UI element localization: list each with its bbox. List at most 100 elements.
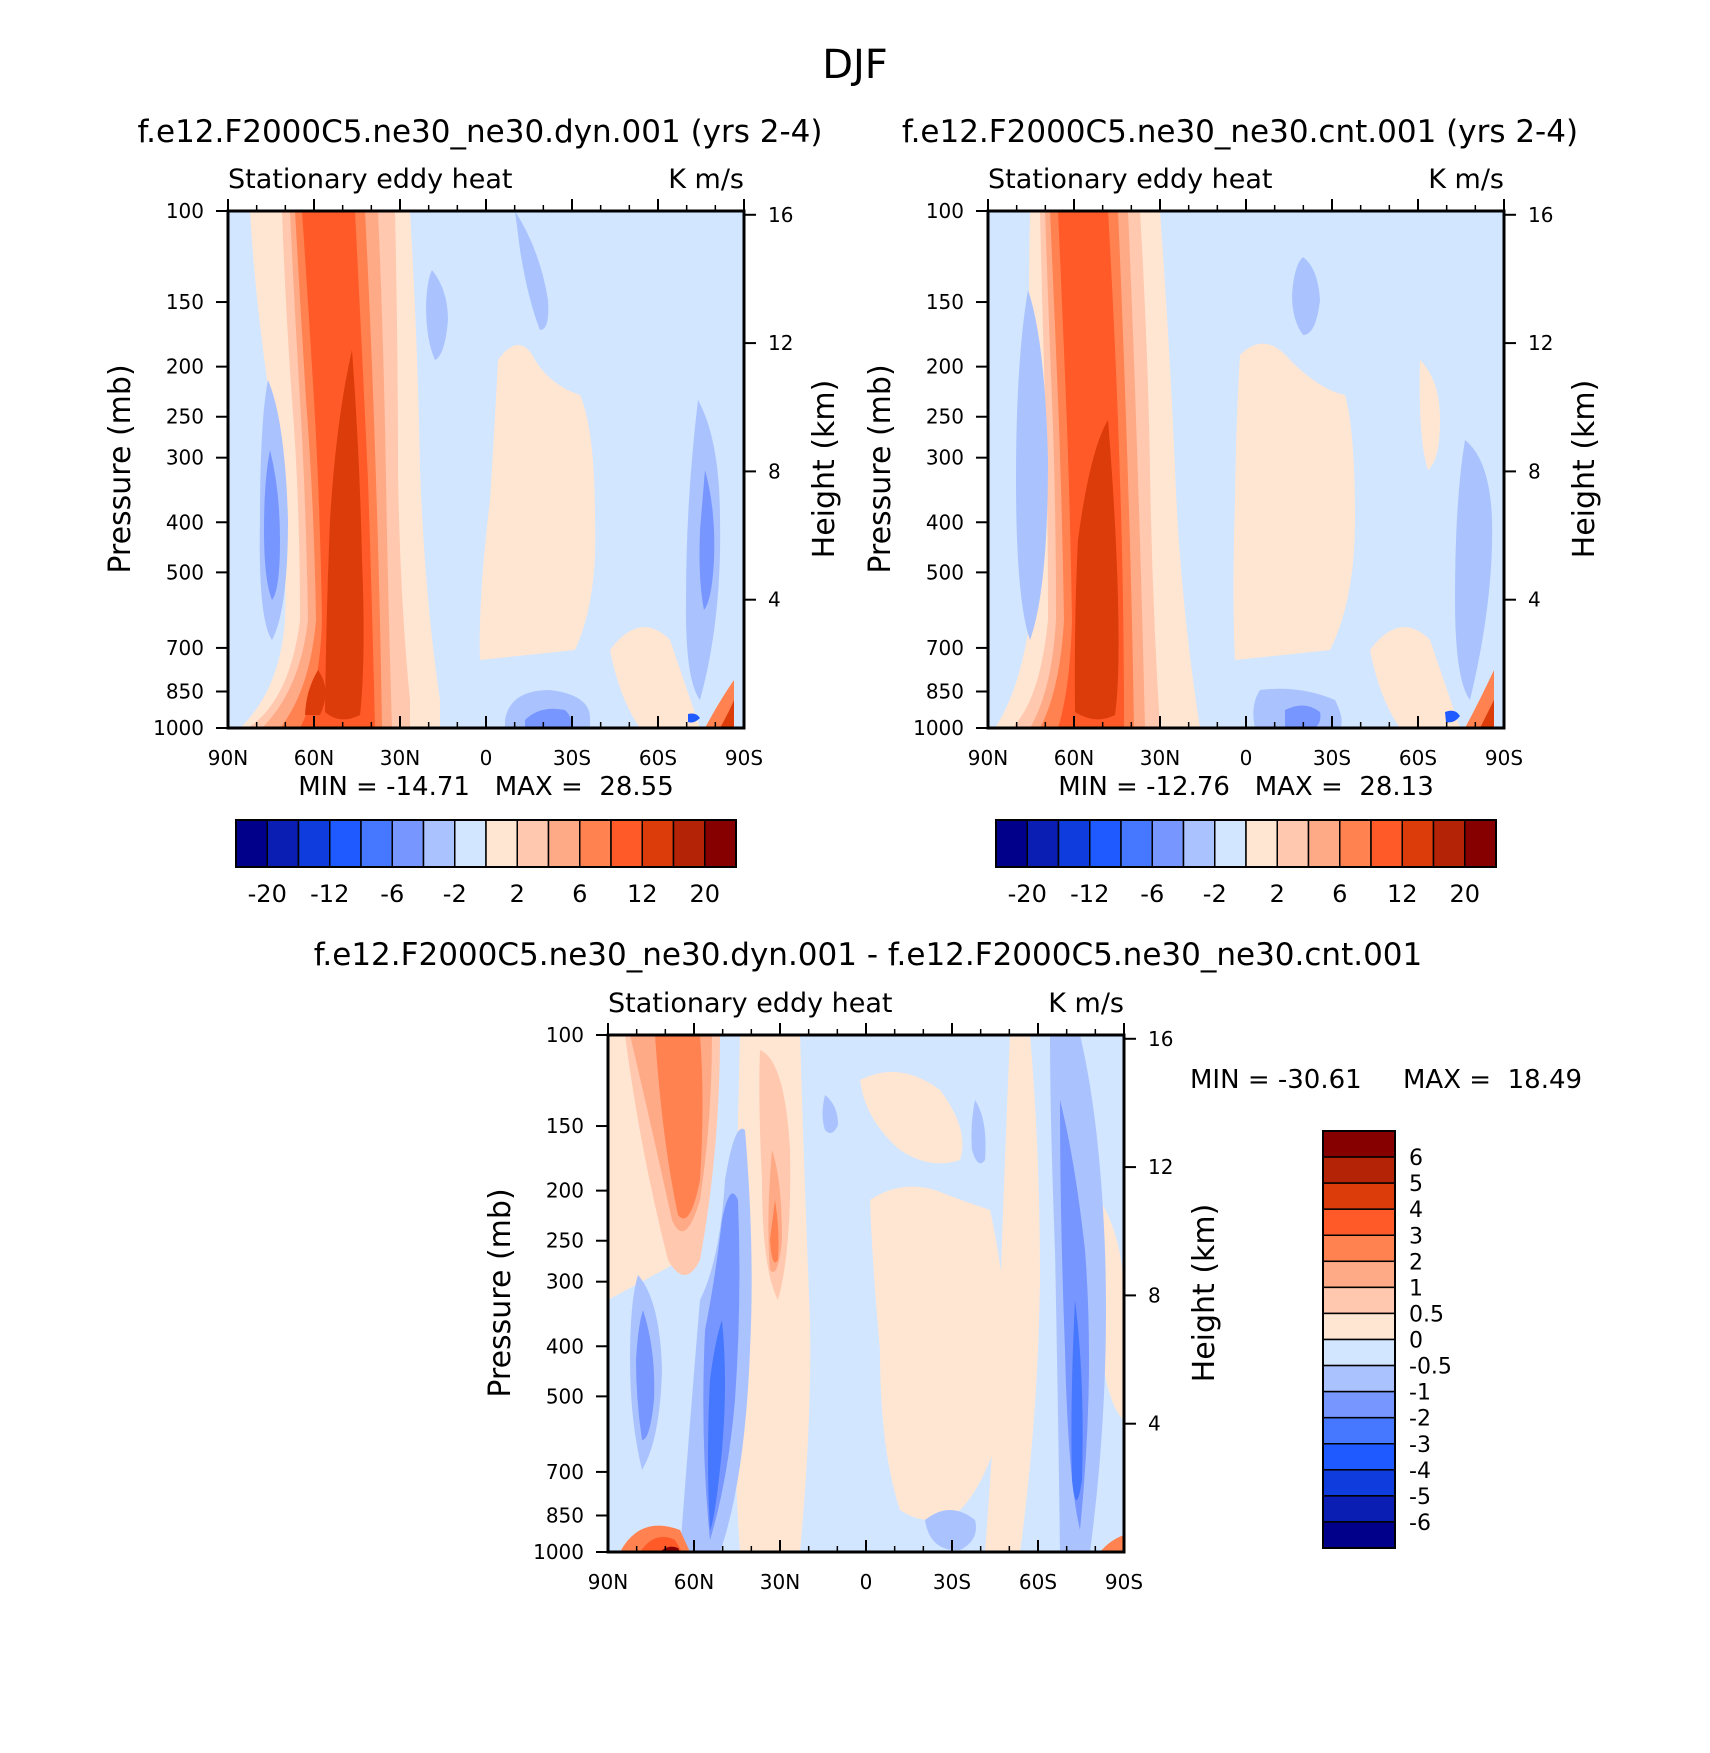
colorbar-box [1322,1521,1396,1549]
y2-tick-label: 4 [768,588,781,612]
x-tick-label: 60S [1019,1570,1057,1594]
x-tick-label: 30S [933,1570,971,1594]
colorbar-label: -2 [443,880,467,908]
y-tick-label: 250 [166,405,204,429]
contour-positive-16 [1480,700,1494,728]
y-tick-label: 1000 [153,716,204,740]
contour-positive-2 [610,627,700,728]
contour-negative-2 [1016,290,1048,640]
y-tick-label: 150 [546,1114,584,1138]
colorbar-box [1151,819,1185,868]
colorbar-label: -12 [310,880,349,908]
colorbar-box [995,819,1028,868]
panel-cnt-left-title: Stationary eddy heat [988,164,1273,195]
colorbar-label: -6 [1140,880,1164,908]
contour-positive-16 [325,350,364,720]
contour-negative-1 [636,1310,655,1440]
panel-cnt-ylabel: Pressure (mb) [863,364,898,573]
panel-dyn-left-title: Stationary eddy heat [228,164,513,195]
colorbar-box [485,819,518,868]
panel-cnt-y2label: Height (km) [1567,380,1602,559]
colorbar-label: -3 [1409,1433,1431,1458]
x-tick-label: 60N [674,1570,714,1594]
x-tick-label: 90S [1105,1570,1143,1594]
x-tick-label: 60N [294,746,334,770]
panel-cnt-run-title: f.e12.F2000C5.ne30_ne30.cnt.001 (yrs 2-4… [902,114,1578,150]
x-tick-label: 90N [208,746,248,770]
colorbar-label: 6 [1409,1146,1423,1171]
y-tick-label: 500 [546,1384,584,1408]
contour-negative-2 [1455,440,1493,700]
panel-dyn-stats: MIN = -14.71 MAX = 28.55 [298,772,674,802]
colorbar-box [1322,1469,1396,1497]
y-tick-label: 850 [546,1504,584,1528]
x-tick-label: 60N [1054,746,1094,770]
y-tick-label: 100 [546,1023,584,1047]
y2-tick-label: 8 [1528,459,1541,483]
contour-positive-0 [733,1035,811,1552]
colorbar-box [579,819,612,868]
panel-diff: f.e12.F2000C5.ne30_ne30.dyn.001 - f.e12.… [314,937,1582,1594]
colorbar-box [1322,1312,1396,1341]
colorbar-label: 5 [1409,1172,1423,1197]
colorbar-label: 3 [1409,1224,1423,1249]
colorbar-box [641,819,675,868]
contour-negative-0-5 [971,1100,986,1164]
colorbar-label: 6 [1332,880,1347,908]
y-tick-label: 250 [926,405,964,429]
contour-positive-0 [870,1186,1009,1520]
x-tick-label: 90S [1485,746,1523,770]
contour-negative-2 [708,1320,725,1530]
colorbar-label: -0.5 [1409,1355,1452,1380]
y2-tick-label: 8 [768,459,781,483]
y2-tick-label: 12 [768,331,793,355]
y-tick-label: 100 [166,199,204,223]
x-tick-label: 90S [725,746,763,770]
panel-cnt: f.e12.F2000C5.ne30_ne30.cnt.001 (yrs 2-4… [863,114,1602,908]
colorbar-box [1339,819,1372,868]
panel-dyn-run-title: f.e12.F2000C5.ne30_ne30.dyn.001 (yrs 2-4… [138,114,823,150]
panel-cnt-colorbar: -20 -12 -6 -2 2 6 12 20 [995,819,1497,908]
y2-tick-label: 12 [1528,331,1553,355]
x-tick-label: 30N [1140,746,1180,770]
colorbar-box [454,819,487,868]
y2-tick-label: 4 [1148,1412,1161,1436]
contour-positive-2 [1233,343,1355,660]
colorbar-label: 12 [1387,880,1418,908]
y-tick-label: 400 [926,510,964,534]
colorbar-box [1307,819,1341,868]
contour-negative-2 [515,211,549,330]
contour-positive-8 [1465,670,1494,728]
x-tick-label: 60S [639,746,677,770]
colorbar-box [1182,819,1216,868]
colorbar-label: -20 [1008,880,1047,908]
y2-tick-label: 8 [1148,1283,1161,1307]
colorbar-box [1322,1156,1396,1184]
colorbar-box [1089,819,1122,868]
panel-dyn-ylabel: Pressure (mb) [103,364,138,573]
colorbar-box [704,819,737,868]
colorbar-box [297,819,331,868]
colorbar-label: -6 [1409,1511,1431,1536]
contour-positive-2 [479,345,596,660]
contour-negative-4 [525,708,572,728]
colorbar-box [1322,1338,1396,1367]
colorbar-label: 6 [572,880,587,908]
colorbar-label: 2 [1409,1250,1423,1275]
y-tick-label: 150 [926,290,964,314]
colorbar-box [1245,819,1278,868]
y-tick-label: 400 [546,1334,584,1358]
panel-diff-stats-min: MIN = -30.61 [1190,1065,1362,1095]
colorbar-box [610,819,643,868]
y-tick-label: 500 [166,560,204,584]
contour-positive-2 [1100,1535,1124,1552]
contour-positive-2 [1419,360,1440,470]
contour-positive-16 [305,670,326,715]
colorbar-box [1322,1130,1396,1158]
x-tick-label: 30S [553,746,591,770]
colorbar-box [266,819,300,868]
panel-diff-y2label: Height (km) [1187,1204,1222,1383]
contour-positive-16 [1074,420,1119,720]
contour-positive-2 [1370,627,1460,728]
contour-negative-0-5 [822,1095,838,1134]
